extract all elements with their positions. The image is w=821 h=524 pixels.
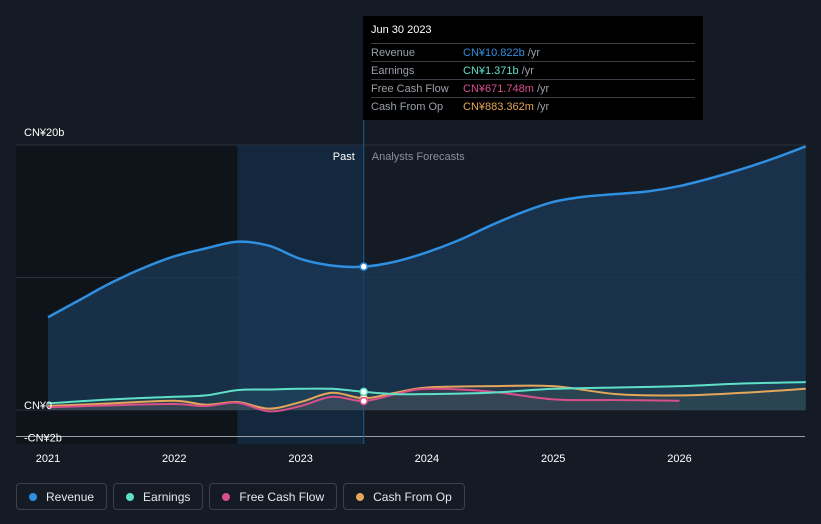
series-line-revenue [47,145,807,319]
tooltip-label: Earnings [371,64,415,77]
legend-item-earnings[interactable]: Earnings [113,483,204,510]
legend-item-revenue[interactable]: Revenue [16,483,108,510]
tooltip-row-free-cash-flow: Free Cash Flow CN¥671.748m /yr [371,79,695,97]
tooltip-date: Jun 30 2023 [371,24,432,36]
legend-label: Revenue [46,489,95,504]
tooltip-row-revenue: Revenue CN¥10.822b /yr [371,43,695,61]
tooltip: Jun 30 2023 Revenue CN¥10.822b /yr Earni… [363,16,703,120]
forecast-label: Analysts Forecasts [372,151,465,163]
series-area-free-cash-flow [48,388,680,412]
series-area-cash-from-op [48,385,806,410]
y-tick-label: -CN¥2b [24,433,62,445]
x-tick-label: 2024 [415,453,439,465]
tooltip-unit: /yr [536,82,550,95]
legend-dot-icon [222,492,231,501]
x-tick-label: 2022 [162,453,186,465]
legend-label: Cash From Op [373,489,452,504]
legend-label: Earnings [143,489,191,504]
series-line-free-cash-flow [47,387,680,413]
tooltip-value: CN¥10.822b [463,46,525,59]
revenue-area [48,146,806,410]
x-tick-label: 2026 [667,453,691,465]
marker-revenue [359,262,368,271]
tooltip-label: Free Cash Flow [371,82,449,95]
tooltip-unit: /yr [527,46,541,59]
tooltip-unit: /yr [536,100,550,113]
tooltip-row-cash-from-op: Cash From Op CN¥883.362m /yr [371,97,695,115]
legend-label: Free Cash Flow [239,489,325,504]
legend: Revenue Earnings Free Cash Flow Cash Fro… [16,483,465,510]
tooltip-label: Cash From Op [371,100,444,113]
past-label: Past [333,151,355,163]
legend-dot-icon [29,492,37,501]
tooltip-row-earnings: Earnings CN¥1.371b /yr [371,61,695,79]
legend-item-free-cash-flow[interactable]: Free Cash Flow [209,483,338,510]
tooltip-unit: /yr [521,64,534,77]
tooltip-value: CN¥671.748m [463,82,534,95]
chart: Past Analysts Forecasts CN¥20b CN¥0 -CN¥2b… [16,16,807,465]
x-tick-label: 2021 [36,453,60,465]
legend-item-cash-from-op[interactable]: Cash From Op [343,483,465,510]
legend-dot-icon [356,492,365,501]
tooltip-label: Revenue [371,46,416,59]
tooltip-value: CN¥1.371b [463,64,519,77]
marker-earnings [359,387,368,397]
legend-dot-icon [126,492,135,501]
x-tick-label: 2023 [288,453,312,465]
y-tick-label: CN¥0 [24,400,52,412]
y-tick-label: CN¥20b [24,127,64,139]
x-tick-label: 2025 [541,453,565,465]
marker-free-cash-flow [359,396,368,406]
tooltip-value: CN¥883.362m [463,100,534,113]
